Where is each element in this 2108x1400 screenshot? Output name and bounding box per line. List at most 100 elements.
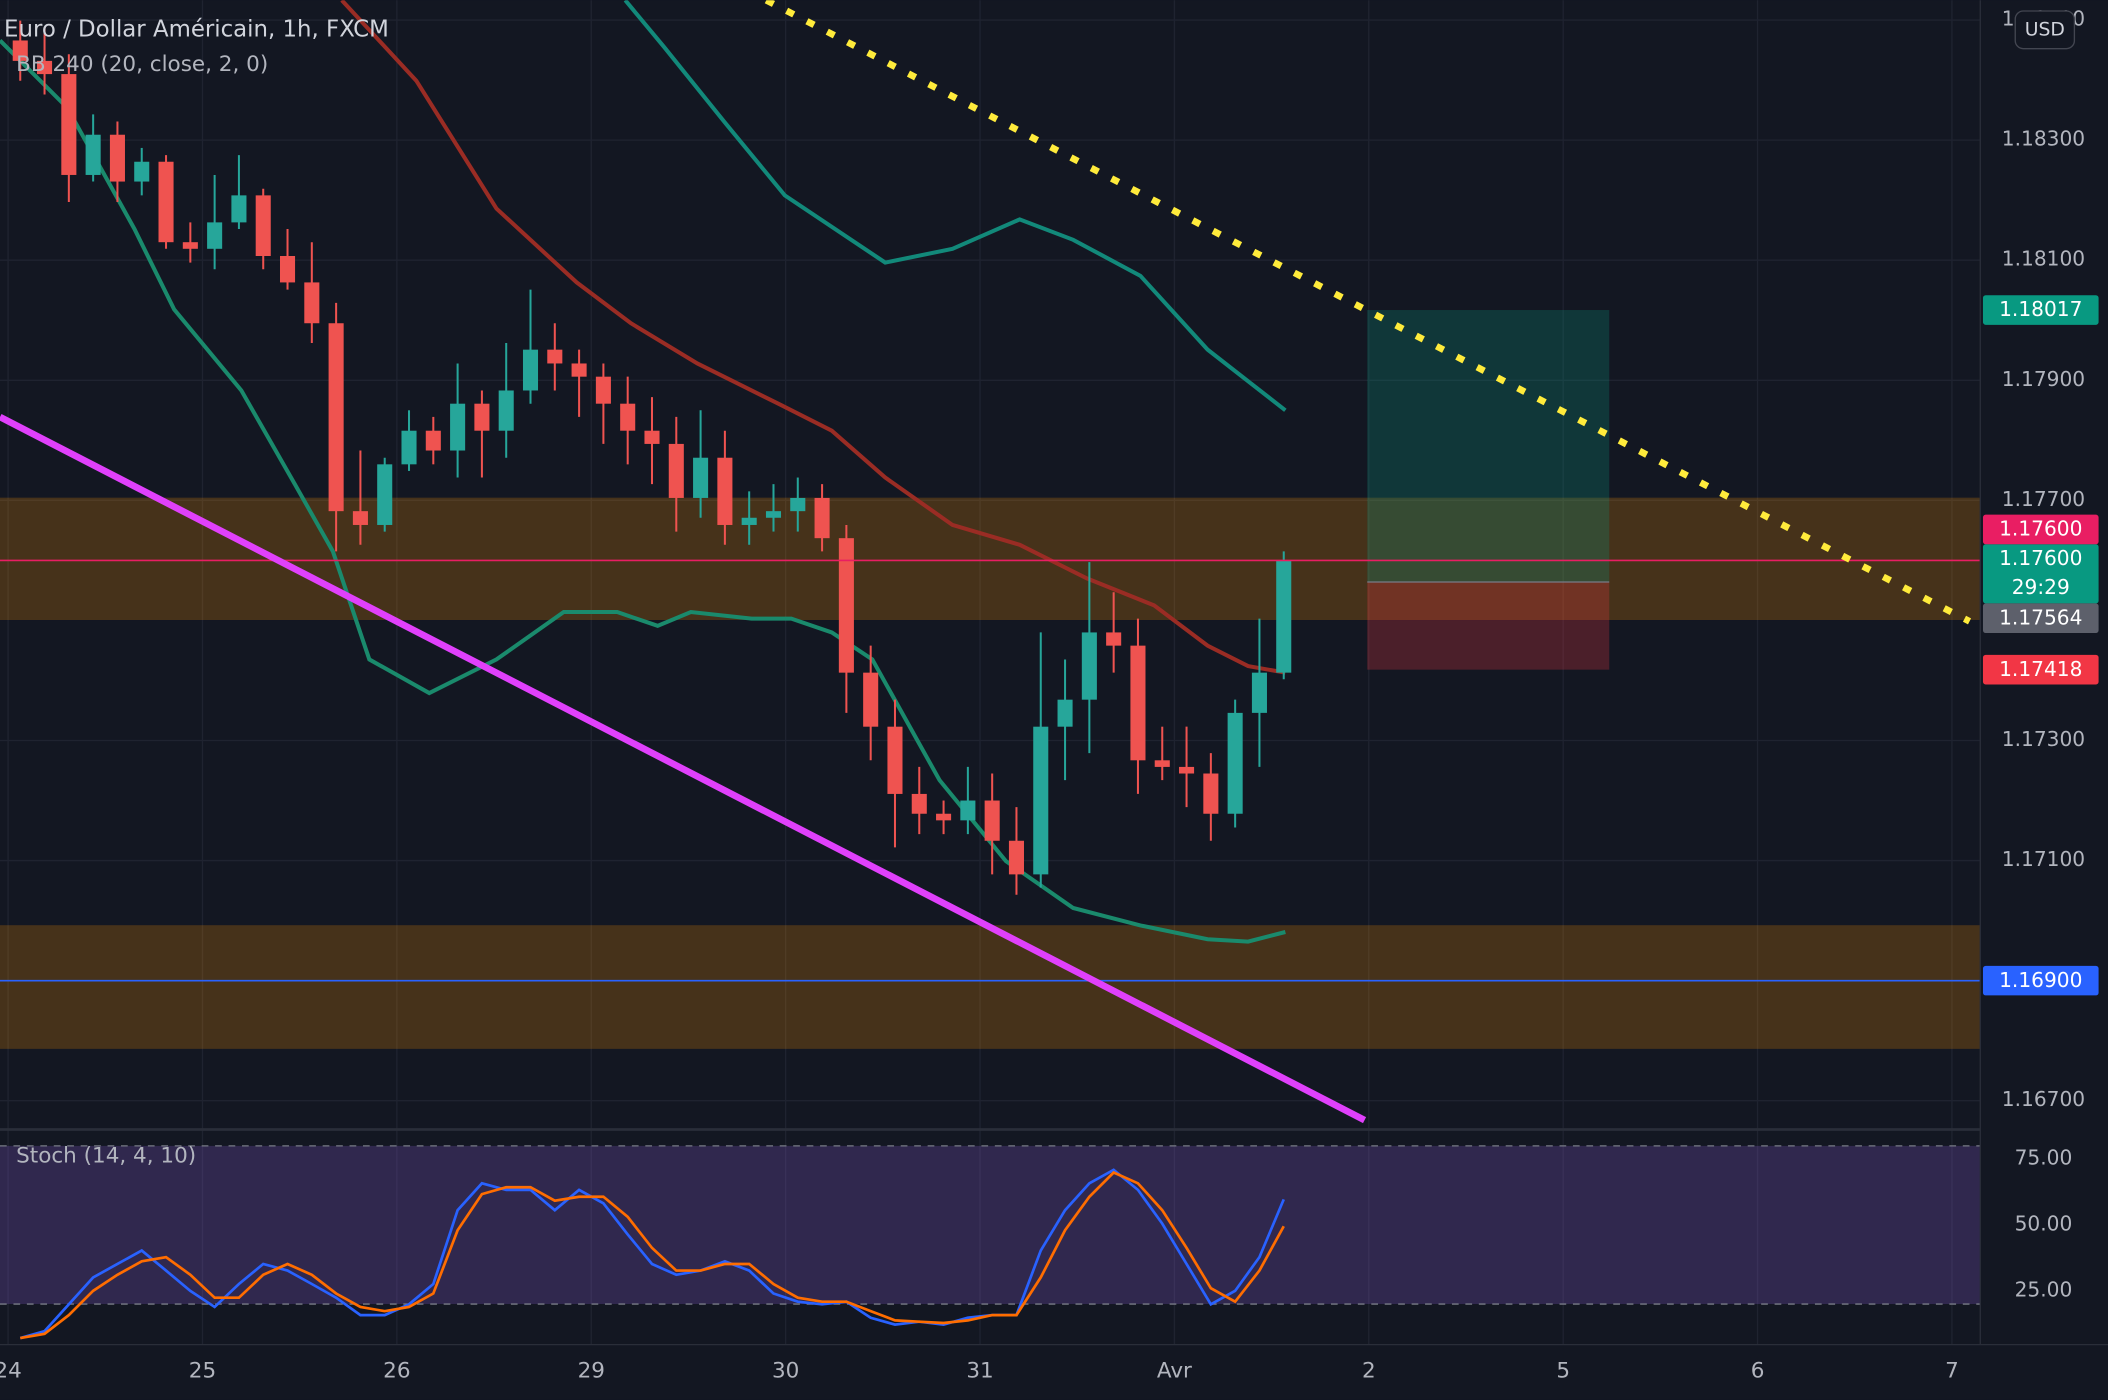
price-label-box bbox=[1982, 295, 2099, 325]
bollinger-line bbox=[340, 0, 1286, 675]
stoch-plot bbox=[0, 1145, 1981, 1340]
candle-body bbox=[620, 403, 636, 431]
x-tick-label: 2 bbox=[1362, 1359, 1376, 1384]
price-label-box bbox=[1982, 654, 2099, 685]
y-tick-label: 1.17300 bbox=[2002, 727, 2085, 751]
candle-body bbox=[134, 161, 150, 182]
y-tick-label: 75.00 bbox=[2015, 1146, 2073, 1170]
candle-body bbox=[450, 403, 466, 451]
countdown-label: 29:29 bbox=[2012, 575, 2070, 599]
candle-body bbox=[960, 800, 976, 821]
candle-body bbox=[838, 538, 854, 673]
stoch-label: Stoch (14, 4, 10) bbox=[16, 1143, 196, 1168]
candle-body bbox=[474, 403, 490, 431]
candle-body bbox=[984, 800, 1000, 841]
candle-body bbox=[1033, 726, 1049, 875]
candle-body bbox=[1008, 840, 1024, 875]
candle-body bbox=[109, 134, 125, 182]
position-tool bbox=[1367, 310, 1610, 670]
candle-body bbox=[377, 464, 393, 525]
candle-body bbox=[207, 222, 223, 249]
y-tick-label: 1.18300 bbox=[2002, 127, 2085, 151]
bollinger-line bbox=[0, 39, 1286, 944]
candle-body bbox=[1106, 632, 1122, 646]
price-label: 1.17418 bbox=[1999, 657, 2082, 681]
candle-body bbox=[790, 497, 806, 512]
candle-body bbox=[401, 430, 417, 465]
indicator-label: BB 240 (20, close, 2, 0) bbox=[16, 52, 268, 77]
axes: 242526293031Avr25671.185001.183001.18100… bbox=[0, 7, 2099, 1384]
candle-body bbox=[231, 195, 247, 223]
candle-body bbox=[741, 517, 757, 525]
currency-label[interactable]: USD bbox=[2025, 19, 2065, 40]
candle-body bbox=[255, 195, 271, 257]
x-tick-label: 24 bbox=[0, 1359, 22, 1384]
currency-button-box[interactable] bbox=[2014, 10, 2076, 50]
candle-body bbox=[37, 60, 53, 75]
x-tick-label: 5 bbox=[1556, 1359, 1570, 1384]
candle-body bbox=[765, 511, 782, 518]
x-tick-label: 29 bbox=[578, 1359, 605, 1384]
candle-body bbox=[182, 242, 198, 249]
zones bbox=[0, 497, 1981, 1049]
candle-body bbox=[1179, 766, 1195, 774]
support-zone bbox=[0, 925, 1981, 1049]
price-label: 1.17564 bbox=[1999, 605, 2082, 629]
y-tick-label: 1.17100 bbox=[2002, 847, 2085, 871]
x-tick-label: 7 bbox=[1945, 1359, 1959, 1384]
price-label-box bbox=[1982, 514, 2099, 545]
price-label: 1.16900 bbox=[1999, 968, 2082, 992]
position-profit-zone bbox=[1367, 310, 1610, 582]
resistance-zone bbox=[0, 497, 1981, 621]
candle-body bbox=[85, 134, 101, 175]
candle-body bbox=[328, 323, 344, 512]
candle-body bbox=[814, 497, 830, 539]
candle-body bbox=[571, 363, 587, 377]
candle-body bbox=[668, 443, 684, 498]
price-label: 1.18017 bbox=[1999, 297, 2082, 321]
y-tick-label: 25.00 bbox=[2015, 1277, 2073, 1301]
candle-body bbox=[911, 793, 927, 814]
candle-body bbox=[279, 256, 296, 283]
candle-body bbox=[61, 74, 77, 175]
candle-body bbox=[12, 40, 28, 61]
candle-body bbox=[936, 813, 952, 821]
candle-body bbox=[887, 726, 903, 794]
x-tick-label: 26 bbox=[383, 1359, 410, 1384]
y-tick-label: 1.17900 bbox=[2002, 367, 2085, 391]
position-loss-zone bbox=[1367, 581, 1610, 670]
trend-line bbox=[0, 414, 1367, 1124]
candle-body bbox=[304, 282, 320, 324]
price-label-box bbox=[1982, 544, 2099, 604]
x-tick-label: 30 bbox=[772, 1359, 799, 1384]
bollinger-line bbox=[623, 0, 1287, 412]
candle-body bbox=[644, 430, 660, 444]
candle-body bbox=[1227, 712, 1243, 814]
candle-body bbox=[1081, 632, 1097, 700]
candle-body bbox=[1276, 560, 1292, 673]
price-plot bbox=[0, 0, 1981, 982]
candle-body bbox=[425, 430, 441, 451]
candle-body bbox=[352, 511, 368, 525]
y-tick-label: 1.18100 bbox=[2002, 247, 2085, 271]
candle-body bbox=[522, 349, 539, 391]
price-label: 1.17600 bbox=[1999, 546, 2082, 570]
y-tick-label: 50.00 bbox=[2015, 1211, 2073, 1235]
candle-body bbox=[158, 161, 174, 243]
candle-body bbox=[498, 390, 514, 431]
y-tick-label: 1.16700 bbox=[2002, 1087, 2085, 1111]
stoch-band bbox=[0, 1145, 1981, 1305]
y-tick-label: 1.17700 bbox=[2002, 487, 2085, 511]
currency-button[interactable]: USD bbox=[2014, 10, 2076, 50]
stoch-line bbox=[19, 1168, 1285, 1340]
candle-body bbox=[1057, 699, 1073, 727]
price-label-box bbox=[1982, 603, 2099, 633]
chart-title: Euro / Dollar Américain, 1h, FXCM bbox=[4, 16, 389, 42]
x-tick-label: 25 bbox=[189, 1359, 216, 1384]
candle-body bbox=[595, 376, 611, 404]
candle-body bbox=[1154, 760, 1170, 767]
x-tick-label: 6 bbox=[1751, 1359, 1765, 1384]
stoch-line bbox=[20, 1170, 1285, 1340]
